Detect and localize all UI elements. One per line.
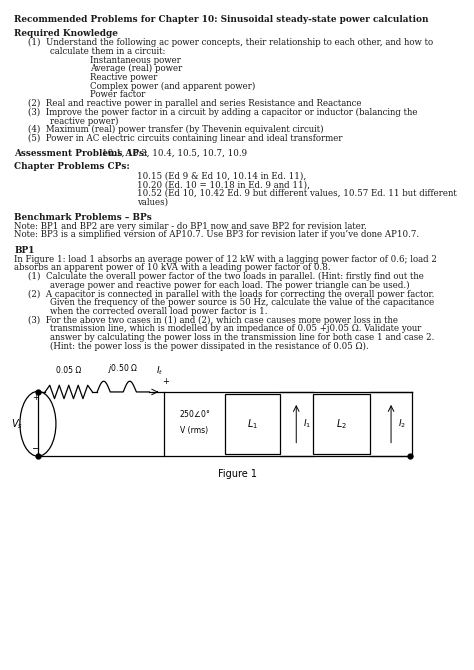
Text: Benchmark Problems – BPs: Benchmark Problems – BPs	[14, 213, 152, 222]
Text: Chapter Problems CPs:: Chapter Problems CPs:	[14, 162, 130, 171]
Text: (3)  For the above two cases in (1) and (2), which case causes more power loss i: (3) For the above two cases in (1) and (…	[28, 316, 399, 325]
Text: (1)  Understand the following ac power concepts, their relationship to each othe: (1) Understand the following ac power co…	[28, 38, 434, 48]
Text: Given the frequency of the power source is 50 Hz, calculate the value of the cap: Given the frequency of the power source …	[50, 298, 434, 307]
Text: Note: BP3 is a simplified version of AP10.7. Use BP3 for revision later if you’v: Note: BP3 is a simplified version of AP1…	[14, 230, 419, 239]
Text: Figure 1: Figure 1	[218, 469, 256, 479]
Text: calculate them in a circuit:: calculate them in a circuit:	[50, 47, 165, 56]
Text: Power factor: Power factor	[90, 90, 146, 99]
Text: BP1: BP1	[14, 246, 35, 255]
Text: Reactive power: Reactive power	[90, 73, 157, 82]
Text: $I_1$: $I_1$	[303, 417, 311, 430]
Text: when the corrected overall load power factor is 1.: when the corrected overall load power fa…	[50, 307, 267, 316]
Text: 250$\angle$0°: 250$\angle$0°	[179, 408, 210, 419]
Text: (1)  Calculate the overall power factor of the two loads in parallel. (Hint: fir: (1) Calculate the overall power factor o…	[28, 272, 424, 281]
Text: (2)  Real and reactive power in parallel and series Resistance and Reactance: (2) Real and reactive power in parallel …	[28, 99, 362, 109]
Text: 10.1, 10.3, 10.4, 10.5, 10.7, 10.9: 10.1, 10.3, 10.4, 10.5, 10.7, 10.9	[102, 149, 247, 157]
Text: $I_t$: $I_t$	[156, 364, 164, 377]
Text: (2)  A capacitor is connected in parallel with the loads for correcting the over: (2) A capacitor is connected in parallel…	[28, 289, 435, 299]
Text: absorbs an apparent power of 10 kVA with a leading power factor of 0.8.: absorbs an apparent power of 10 kVA with…	[14, 263, 331, 272]
Text: values): values)	[137, 198, 169, 206]
Text: $V_s$: $V_s$	[10, 417, 23, 431]
Text: Recommended Problems for Chapter 10: Sinusoidal steady-state power calculation: Recommended Problems for Chapter 10: Sin…	[14, 15, 428, 24]
Text: answer by calculating the power loss in the transmission line for both case 1 an: answer by calculating the power loss in …	[50, 333, 434, 342]
Text: average power and reactive power for each load. The power triangle can be used.): average power and reactive power for eac…	[50, 281, 410, 290]
Text: V (rms): V (rms)	[180, 426, 209, 435]
Text: Required Knowledge: Required Knowledge	[14, 29, 118, 38]
Text: (4)  Maximum (real) power transfer (by Thevenin equivalent circuit): (4) Maximum (real) power transfer (by Th…	[28, 125, 324, 135]
Text: 10.20 (Ed. 10 = 10.18 in Ed. 9 and 11),: 10.20 (Ed. 10 = 10.18 in Ed. 9 and 11),	[137, 180, 310, 189]
Text: Note: BP1 and BP2 are very similar - do BP1 now and save BP2 for revision later.: Note: BP1 and BP2 are very similar - do …	[14, 222, 367, 230]
Text: reactive power): reactive power)	[50, 117, 118, 126]
Text: 10.15 (Ed 9 & Ed 10, 10.14 in Ed. 11),: 10.15 (Ed 9 & Ed 10, 10.14 in Ed. 11),	[137, 172, 307, 180]
Text: $L_2$: $L_2$	[336, 417, 347, 431]
Text: Instantaneous power: Instantaneous power	[90, 56, 181, 64]
Text: (3)  Improve the power factor in a circuit by adding a capacitor or inductor (ba: (3) Improve the power factor in a circui…	[28, 108, 418, 117]
Text: Complex power (and apparent power): Complex power (and apparent power)	[90, 82, 255, 91]
Text: 0.05 Ω: 0.05 Ω	[56, 366, 82, 375]
Text: transmission line, which is modelled by an impedance of 0.05 +j0.05 Ω. Validate : transmission line, which is modelled by …	[50, 324, 421, 333]
Text: $I_2$: $I_2$	[398, 417, 406, 430]
Text: 10.52 (Ed 10, 10.42 Ed. 9 but different values, 10.57 Ed. 11 but different: 10.52 (Ed 10, 10.42 Ed. 9 but different …	[137, 189, 457, 198]
Text: $j$0.50 Ω: $j$0.50 Ω	[108, 362, 138, 375]
Text: (5)  Power in AC electric circuits containing linear and ideal transformer: (5) Power in AC electric circuits contai…	[28, 134, 343, 143]
Text: −: −	[31, 444, 40, 454]
Text: (Hint: the power loss is the power dissipated in the resistance of 0.05 Ω).: (Hint: the power loss is the power dissi…	[50, 342, 368, 351]
Text: +: +	[163, 377, 169, 387]
Text: $L_1$: $L_1$	[247, 417, 258, 431]
Text: +: +	[32, 393, 39, 402]
Text: Assessment Problems APs:: Assessment Problems APs:	[14, 149, 151, 157]
Text: In Figure 1: load 1 absorbs an average power of 12 kW with a lagging power facto: In Figure 1: load 1 absorbs an average p…	[14, 255, 437, 263]
Text: Average (real) power: Average (real) power	[90, 64, 182, 74]
